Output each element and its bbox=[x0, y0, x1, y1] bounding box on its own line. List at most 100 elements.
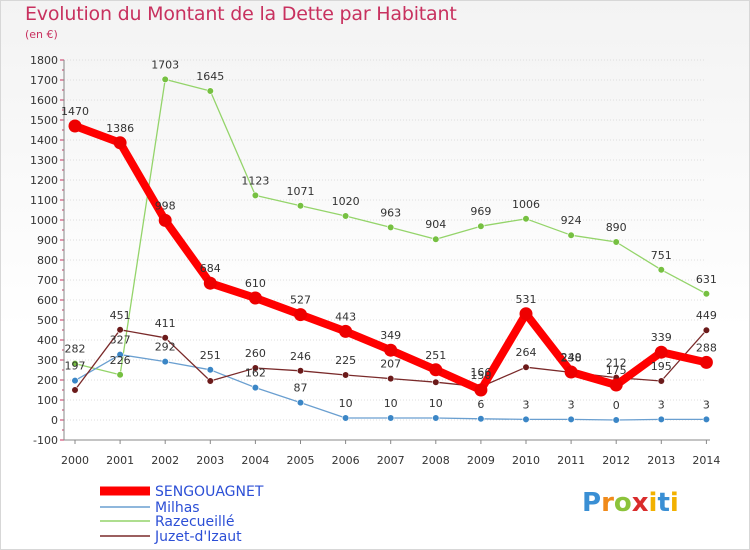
x-tick-label: 2006 bbox=[332, 454, 360, 467]
data-point bbox=[702, 326, 711, 334]
legend-label: Razecueillé bbox=[155, 514, 234, 530]
data-point bbox=[384, 343, 398, 357]
data-point bbox=[522, 215, 530, 223]
data-label: 998 bbox=[155, 199, 176, 212]
y-tick-label: 1600 bbox=[30, 94, 58, 107]
data-label: 175 bbox=[606, 364, 627, 377]
data-label: 251 bbox=[200, 349, 221, 362]
data-point bbox=[387, 223, 395, 231]
y-tick-label: 1000 bbox=[30, 214, 58, 227]
data-label: 1071 bbox=[287, 185, 315, 198]
data-label: 282 bbox=[65, 343, 86, 356]
data-label: 1020 bbox=[332, 195, 360, 208]
data-point bbox=[342, 414, 350, 422]
y-tick-label: 900 bbox=[37, 234, 58, 247]
y-tick-label: 1700 bbox=[30, 74, 58, 87]
axes: -100010020030040050060070080090010001100… bbox=[30, 54, 720, 467]
y-tick-label: 800 bbox=[37, 254, 58, 267]
data-label: 610 bbox=[245, 277, 266, 290]
x-tick-label: 2003 bbox=[196, 454, 224, 467]
data-label: 3 bbox=[703, 398, 710, 411]
y-tick-label: 700 bbox=[37, 274, 58, 287]
x-tick-label: 2009 bbox=[467, 454, 495, 467]
data-label: 1645 bbox=[196, 70, 224, 83]
data-point bbox=[657, 415, 665, 424]
data-label: 150 bbox=[470, 369, 491, 382]
x-tick-label: 2014 bbox=[692, 454, 720, 467]
data-point bbox=[522, 415, 530, 424]
data-point bbox=[387, 414, 395, 422]
x-tick-label: 2002 bbox=[151, 454, 179, 467]
data-point bbox=[567, 415, 575, 424]
data-label: 238 bbox=[561, 351, 582, 364]
data-point bbox=[161, 75, 169, 83]
data-label: 260 bbox=[245, 347, 266, 360]
data-point bbox=[68, 119, 82, 133]
data-point bbox=[251, 364, 259, 372]
data-label: 527 bbox=[290, 294, 311, 307]
data-label: 924 bbox=[561, 214, 582, 227]
data-label: 969 bbox=[470, 205, 491, 218]
data-point bbox=[609, 378, 623, 392]
data-point bbox=[71, 386, 79, 394]
data-point bbox=[432, 414, 440, 422]
data-point bbox=[116, 326, 124, 334]
data-label: 411 bbox=[155, 317, 176, 330]
data-point bbox=[342, 371, 350, 379]
data-point bbox=[564, 365, 578, 379]
y-tick-label: 400 bbox=[37, 334, 58, 347]
x-tick-label: 2010 bbox=[512, 454, 540, 467]
data-label: 0 bbox=[613, 399, 620, 412]
data-label: 226 bbox=[110, 354, 131, 367]
y-tick-label: 1400 bbox=[30, 134, 58, 147]
data-point bbox=[206, 377, 214, 385]
data-label: 904 bbox=[425, 218, 446, 231]
y-tick-label: 600 bbox=[37, 294, 58, 307]
y-tick-label: 1200 bbox=[30, 174, 58, 187]
data-label: 195 bbox=[651, 360, 672, 373]
data-point bbox=[161, 358, 169, 366]
grid-lines bbox=[64, 59, 706, 441]
data-point bbox=[116, 371, 124, 379]
data-point bbox=[113, 136, 127, 150]
y-tick-label: 1500 bbox=[30, 114, 58, 127]
data-label: 1386 bbox=[106, 122, 134, 135]
x-tick-label: 2008 bbox=[422, 454, 450, 467]
data-label: 288 bbox=[696, 341, 717, 354]
proxiti-logo: Proxiti bbox=[582, 488, 679, 518]
legend-label: Milhas bbox=[155, 500, 200, 516]
data-point bbox=[161, 334, 169, 342]
y-tick-label: -100 bbox=[33, 434, 58, 447]
y-tick-label: 200 bbox=[37, 374, 58, 387]
data-point bbox=[702, 290, 711, 298]
x-tick-label: 2011 bbox=[557, 454, 585, 467]
y-tick-label: 100 bbox=[37, 394, 58, 407]
data-point bbox=[474, 383, 488, 397]
data-point bbox=[206, 87, 214, 95]
y-tick-label: 1800 bbox=[30, 54, 58, 67]
legend-label: SENGOUAGNET bbox=[155, 484, 264, 500]
data-point bbox=[612, 238, 620, 246]
x-tick-label: 2005 bbox=[287, 454, 315, 467]
data-labels: 1470138699868461052744334925115053124017… bbox=[61, 58, 717, 412]
legend-label: Juzet-d'Izaut bbox=[154, 529, 242, 545]
data-point bbox=[158, 213, 172, 227]
data-point bbox=[657, 266, 665, 274]
data-label: 162 bbox=[245, 367, 266, 380]
x-tick-label: 2001 bbox=[106, 454, 134, 467]
y-tick-label: 0 bbox=[51, 414, 58, 427]
data-point bbox=[429, 363, 443, 377]
data-point bbox=[699, 355, 713, 369]
data-label: 10 bbox=[429, 397, 443, 410]
data-point bbox=[477, 222, 485, 230]
data-point bbox=[203, 276, 217, 290]
chart-subtitle: (en €) bbox=[25, 28, 58, 41]
data-point bbox=[657, 377, 665, 385]
data-point bbox=[522, 363, 530, 371]
data-point bbox=[612, 416, 620, 424]
data-label: 6 bbox=[477, 398, 484, 411]
series-lines bbox=[68, 75, 713, 424]
data-point bbox=[567, 231, 575, 239]
data-label: 10 bbox=[339, 397, 353, 410]
